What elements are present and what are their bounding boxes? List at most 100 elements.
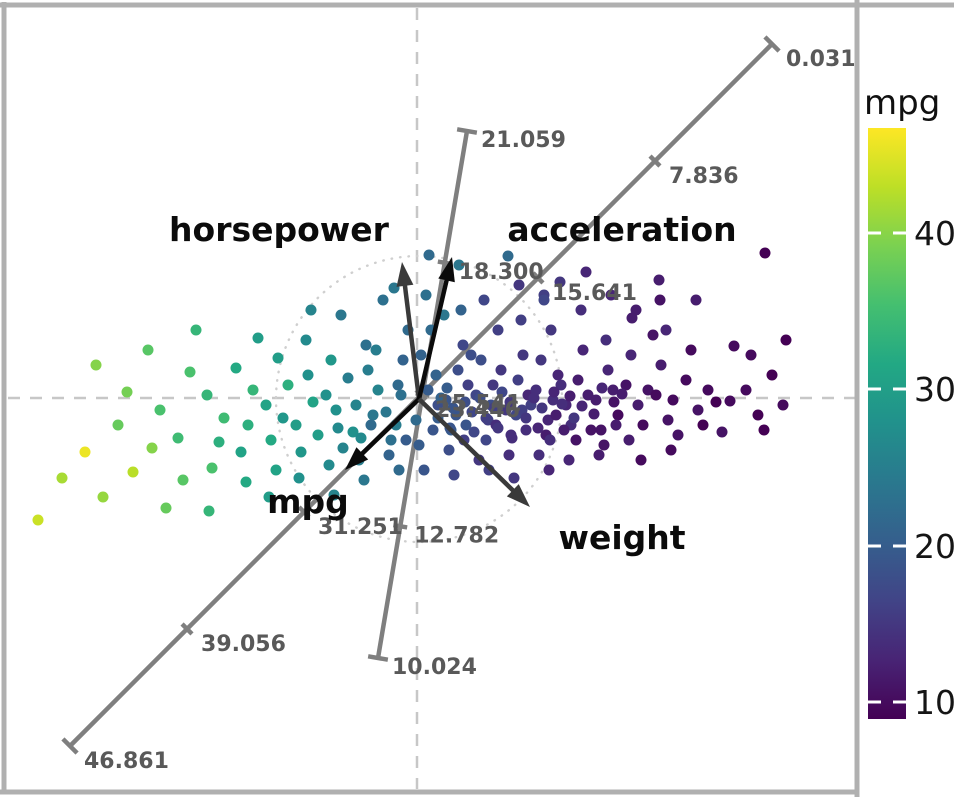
data-point — [230, 362, 242, 374]
data-point — [240, 476, 252, 488]
data-point — [593, 449, 605, 461]
data-point — [328, 489, 340, 501]
diagonal-axis-tick — [297, 505, 311, 519]
data-point — [335, 309, 347, 321]
data-point — [97, 491, 109, 503]
data-point — [462, 379, 474, 391]
data-point — [595, 424, 607, 436]
data-point — [625, 349, 637, 361]
data-point — [632, 399, 644, 411]
data-point — [395, 389, 407, 401]
data-point — [235, 446, 247, 458]
data-point — [538, 294, 550, 306]
data-point — [392, 379, 404, 391]
steep-axis-tick — [456, 127, 478, 135]
data-point — [172, 432, 184, 444]
data-point — [548, 386, 560, 398]
data-point — [277, 412, 289, 424]
data-point — [504, 396, 516, 408]
data-point — [515, 314, 527, 326]
data-point — [465, 349, 477, 361]
data-point — [453, 259, 465, 271]
data-point — [517, 349, 529, 361]
data-point — [550, 409, 562, 421]
data-point — [468, 426, 480, 438]
data-point — [203, 505, 215, 517]
data-point — [598, 439, 610, 451]
steep-axis-tick-label: 18.300 — [459, 260, 544, 285]
data-point — [320, 389, 332, 401]
data-point — [544, 434, 556, 446]
horsepower-arrow-shaft — [402, 282, 422, 400]
data-point — [146, 442, 158, 454]
data-point — [443, 444, 455, 456]
diagonal-axis-tick — [180, 622, 194, 636]
data-point — [127, 466, 139, 478]
data-point — [190, 324, 202, 336]
colorbar-tick-label: 30 — [914, 370, 954, 409]
data-point — [184, 366, 196, 378]
data-point — [265, 434, 277, 446]
colorbar-tick-label: 20 — [914, 527, 954, 566]
data-point — [142, 344, 154, 356]
data-point — [270, 464, 282, 476]
data-point — [564, 390, 576, 402]
weight-arrow-shaft — [417, 397, 517, 494]
data-point — [710, 396, 722, 408]
acceleration-label: acceleration — [507, 210, 736, 249]
data-point — [662, 414, 674, 426]
data-point — [502, 250, 514, 262]
data-point — [536, 402, 548, 414]
data-point — [495, 364, 507, 376]
data-point — [568, 412, 580, 424]
mpg-label: mpg — [267, 482, 349, 521]
diagonal-axis-tick — [61, 737, 79, 755]
data-point — [552, 369, 564, 381]
data-point — [623, 434, 635, 446]
data-point — [777, 399, 789, 411]
steep-axis-tick-label: 10.024 — [392, 655, 477, 680]
data-point — [558, 424, 570, 436]
data-point — [492, 422, 504, 434]
data-point — [685, 344, 697, 356]
data-point — [307, 396, 319, 408]
data-point — [410, 414, 422, 426]
data-point — [397, 354, 409, 366]
data-point — [325, 354, 337, 366]
data-point — [377, 294, 389, 306]
data-point — [393, 464, 405, 476]
data-point — [576, 400, 588, 412]
data-point — [427, 424, 439, 436]
data-point — [780, 334, 792, 346]
data-point — [672, 429, 684, 441]
data-point — [413, 439, 425, 451]
data-point — [460, 419, 472, 431]
data-point — [457, 339, 469, 351]
colorbar-title: mpg — [864, 83, 940, 123]
data-point — [380, 406, 392, 418]
data-point — [480, 412, 492, 424]
data-point — [620, 379, 632, 391]
diagonal-axis-tick — [531, 271, 545, 285]
data-point — [508, 472, 520, 484]
steep-axis-tick — [367, 654, 389, 662]
steep-axis-tick-label: 21.059 — [481, 128, 566, 153]
data-point — [330, 404, 342, 416]
data-point — [56, 472, 68, 484]
data-point — [626, 312, 638, 324]
data-point — [496, 386, 508, 398]
data-point — [423, 249, 435, 261]
data-point — [642, 384, 654, 396]
data-point — [752, 409, 764, 421]
data-point — [260, 399, 272, 411]
data-point — [728, 340, 740, 352]
data-point — [441, 382, 453, 394]
data-point — [532, 422, 544, 434]
data-point — [596, 382, 608, 394]
data-point — [492, 324, 504, 336]
data-point — [302, 369, 314, 381]
diagonal-axis-tick — [763, 35, 781, 53]
data-point — [590, 394, 602, 406]
data-point — [680, 374, 692, 386]
data-point — [724, 395, 736, 407]
